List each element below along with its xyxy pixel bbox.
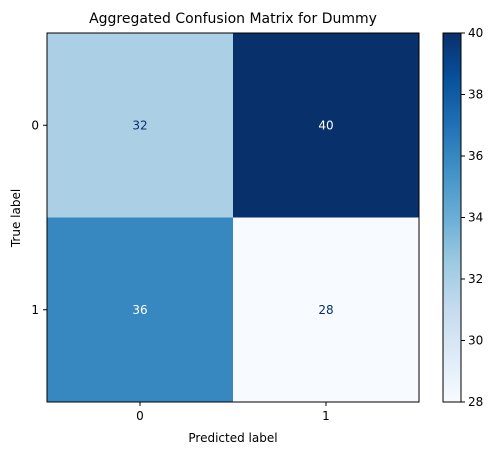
heatmap-cell bbox=[47, 217, 234, 403]
colorbar bbox=[442, 32, 462, 403]
colorbar-tick-label: 32 bbox=[468, 272, 483, 286]
colorbar-ticks: 28 30 32 34 36 38 40 bbox=[461, 26, 483, 409]
colorbar-tick-label: 30 bbox=[468, 334, 483, 348]
heatmap-cell-labels: 32 40 36 28 bbox=[132, 118, 333, 317]
heatmap-cell bbox=[47, 33, 234, 218]
chart-title: Aggregated Confusion Matrix for Dummy bbox=[89, 11, 377, 27]
cell-value-label: 36 bbox=[132, 303, 147, 317]
cell-value-label: 40 bbox=[318, 118, 333, 132]
colorbar-tick-label: 36 bbox=[468, 149, 483, 163]
cell-value-label: 28 bbox=[318, 303, 333, 317]
heatmap-cell bbox=[233, 217, 420, 403]
y-axis-label: True label bbox=[9, 189, 23, 248]
x-tick-label: 1 bbox=[322, 409, 330, 423]
y-axis-ticks: 01 bbox=[31, 118, 47, 317]
y-tick-label: 1 bbox=[31, 303, 39, 317]
x-axis-label: Predicted label bbox=[188, 431, 277, 445]
y-tick-label: 0 bbox=[31, 118, 39, 132]
colorbar-tick-label: 34 bbox=[468, 211, 483, 225]
colorbar-tick-label: 40 bbox=[468, 26, 483, 40]
colorbar-tick-label: 28 bbox=[468, 395, 483, 409]
cell-value-label: 32 bbox=[132, 118, 147, 132]
heatmap-cell bbox=[233, 33, 420, 218]
colorbar-tick-label: 38 bbox=[468, 88, 483, 102]
heatmap-cells bbox=[47, 33, 420, 403]
plot-frame bbox=[46, 32, 420, 403]
x-tick-label: 0 bbox=[136, 409, 144, 423]
